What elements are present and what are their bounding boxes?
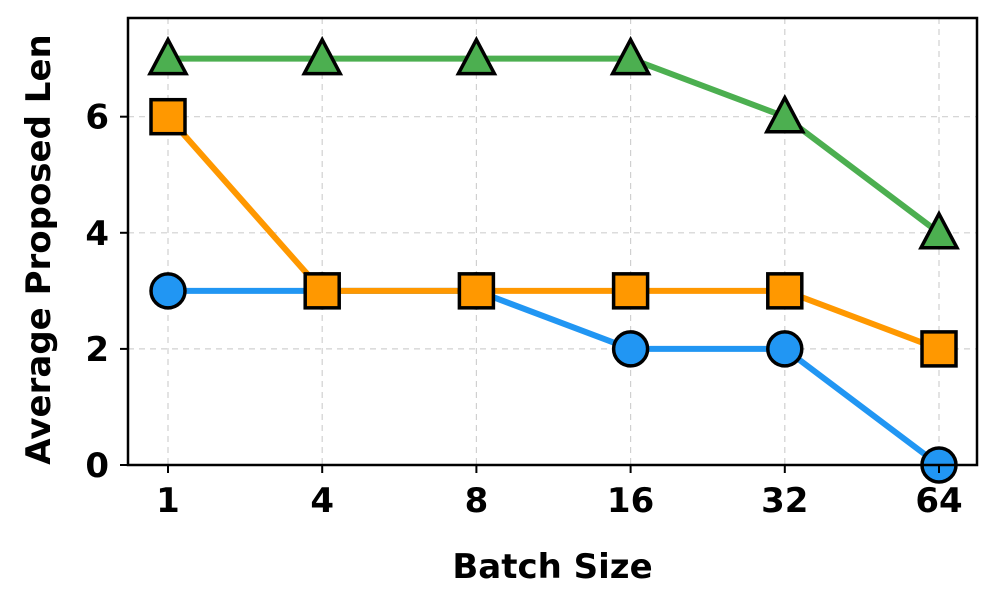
data-point-square — [303, 272, 341, 310]
data-point-triangle — [918, 210, 960, 250]
series-lines — [165, 55, 941, 468]
y-tick-label: 0 — [85, 446, 109, 486]
x-tick-label: 4 — [310, 481, 334, 521]
series-line-circle — [168, 287, 941, 468]
data-point-circle — [611, 330, 650, 368]
plot-frame — [126, 16, 979, 467]
data-point-square — [766, 272, 804, 310]
x-tick-label: 64 — [915, 481, 962, 521]
x-tick-label: 1 — [156, 481, 180, 521]
series-markers — [147, 35, 960, 484]
y-tick-label: 4 — [85, 214, 109, 254]
data-point-triangle — [301, 35, 344, 76]
x-axis-label: Batch Size — [452, 547, 652, 587]
x-tick-label: 32 — [761, 481, 808, 521]
data-point-triangle — [609, 35, 652, 76]
data-point-triangle — [455, 35, 498, 76]
data-point-square — [920, 330, 958, 368]
y-axis-ticks: 0 2 4 6 — [85, 98, 128, 486]
x-axis-ticks: 1 4 8 16 32 64 — [156, 465, 963, 521]
series-line-triangle — [168, 55, 941, 236]
series-line-square — [165, 114, 941, 352]
data-point-square — [611, 272, 650, 310]
data-point-circle — [149, 272, 187, 310]
data-point-triangle — [763, 93, 806, 134]
x-tick-label: 8 — [465, 481, 489, 521]
x-tick-label: 16 — [607, 481, 654, 521]
data-point-square — [149, 97, 187, 136]
y-axis-label: Average Proposed Len — [19, 34, 59, 464]
data-point-triangle — [147, 35, 189, 76]
y-tick-label: 2 — [85, 330, 109, 370]
y-tick-label: 6 — [85, 98, 109, 138]
data-point-circle — [766, 330, 804, 368]
data-point-square — [457, 272, 496, 310]
